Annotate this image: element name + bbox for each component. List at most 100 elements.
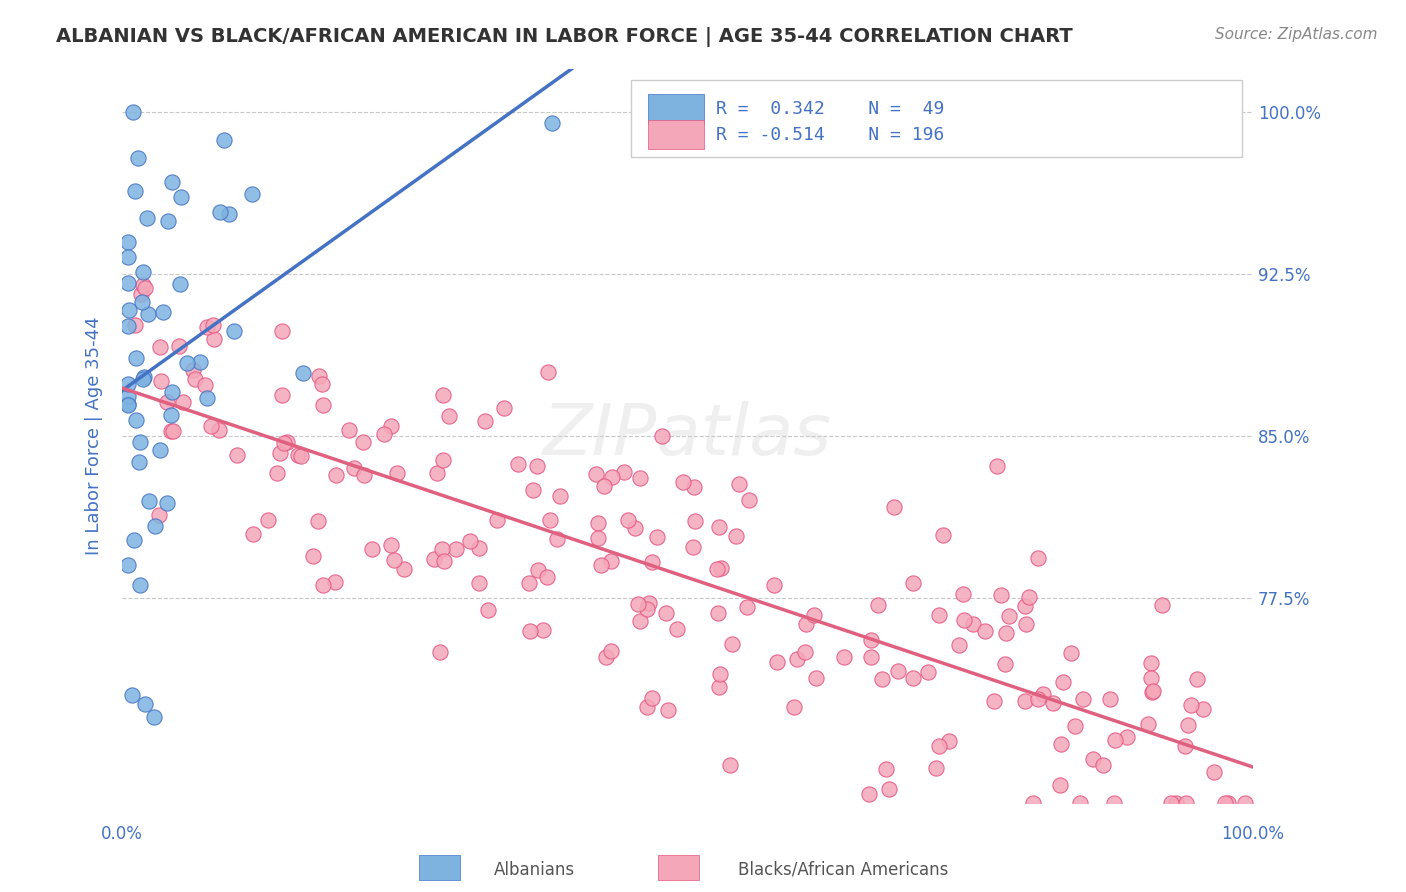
Point	[948, 638, 970, 652]
Point	[373, 427, 395, 442]
Point	[160, 409, 183, 423]
Point	[266, 466, 288, 480]
Point	[707, 606, 730, 620]
Point	[1042, 696, 1064, 710]
Point	[273, 435, 295, 450]
Point	[218, 207, 240, 221]
Point	[657, 703, 679, 717]
Point	[160, 424, 183, 438]
Point	[117, 397, 139, 411]
Point	[990, 589, 1012, 603]
Point	[129, 435, 152, 450]
Point	[429, 645, 451, 659]
Text: ZIPatlas: ZIPatlas	[543, 401, 832, 470]
Point	[1032, 687, 1054, 701]
Point	[311, 376, 333, 391]
Point	[1069, 796, 1091, 810]
Point	[156, 394, 179, 409]
Point	[613, 465, 636, 479]
Point	[149, 340, 172, 354]
Point	[162, 424, 184, 438]
Point	[591, 558, 613, 572]
Point	[301, 549, 323, 564]
Point	[494, 401, 516, 415]
Point	[540, 116, 562, 130]
Point	[1052, 675, 1074, 690]
Point	[986, 459, 1008, 474]
Point	[953, 613, 976, 627]
Point	[382, 553, 405, 567]
Point	[142, 709, 165, 723]
Point	[682, 540, 704, 554]
Point	[877, 782, 900, 797]
Point	[132, 369, 155, 384]
Point	[176, 356, 198, 370]
Point	[638, 596, 661, 610]
Point	[538, 513, 561, 527]
Point	[127, 152, 149, 166]
Point	[993, 657, 1015, 671]
Point	[628, 614, 651, 628]
Point	[468, 541, 491, 555]
Point	[190, 355, 212, 369]
Point	[932, 527, 955, 541]
Point	[651, 429, 673, 443]
Point	[962, 617, 984, 632]
Point	[311, 577, 333, 591]
Point	[432, 541, 454, 556]
Text: Blacks/African Americans: Blacks/African Americans	[738, 861, 949, 879]
Point	[506, 457, 529, 471]
Point	[138, 494, 160, 508]
Point	[526, 458, 548, 473]
Point	[437, 409, 460, 424]
Point	[167, 339, 190, 353]
Point	[184, 371, 207, 385]
Point	[1192, 702, 1215, 716]
Point	[117, 235, 139, 250]
Point	[548, 489, 571, 503]
Point	[181, 363, 204, 377]
Point	[170, 190, 193, 204]
Point	[709, 666, 731, 681]
Point	[117, 277, 139, 291]
Point	[225, 448, 247, 462]
Point	[536, 570, 558, 584]
Point	[600, 554, 623, 568]
Point	[546, 532, 568, 546]
Point	[901, 671, 924, 685]
Point	[586, 531, 609, 545]
Point	[1014, 617, 1036, 632]
Point	[793, 645, 815, 659]
Point	[312, 398, 335, 412]
Text: 100.0%: 100.0%	[1222, 825, 1284, 843]
Point	[117, 318, 139, 333]
Point	[859, 649, 882, 664]
Point	[1140, 671, 1163, 685]
Point	[242, 526, 264, 541]
Point	[136, 211, 159, 226]
Point	[1099, 691, 1122, 706]
Point	[710, 561, 733, 575]
Point	[887, 665, 910, 679]
Point	[803, 607, 825, 622]
Point	[117, 398, 139, 412]
Point	[875, 762, 897, 776]
Point	[468, 576, 491, 591]
Point	[1185, 673, 1208, 687]
Point	[134, 698, 156, 712]
Point	[287, 448, 309, 462]
Point	[1018, 591, 1040, 605]
Point	[117, 558, 139, 573]
Point	[202, 318, 225, 332]
Point	[276, 435, 298, 450]
Point	[860, 633, 883, 648]
Point	[477, 603, 499, 617]
Point	[200, 419, 222, 434]
Point	[1233, 796, 1256, 810]
Point	[903, 576, 925, 591]
Point	[269, 446, 291, 460]
Point	[122, 533, 145, 547]
Point	[352, 434, 374, 449]
Point	[169, 277, 191, 292]
Text: R =  0.342    N =  49: R = 0.342 N = 49	[716, 100, 943, 118]
